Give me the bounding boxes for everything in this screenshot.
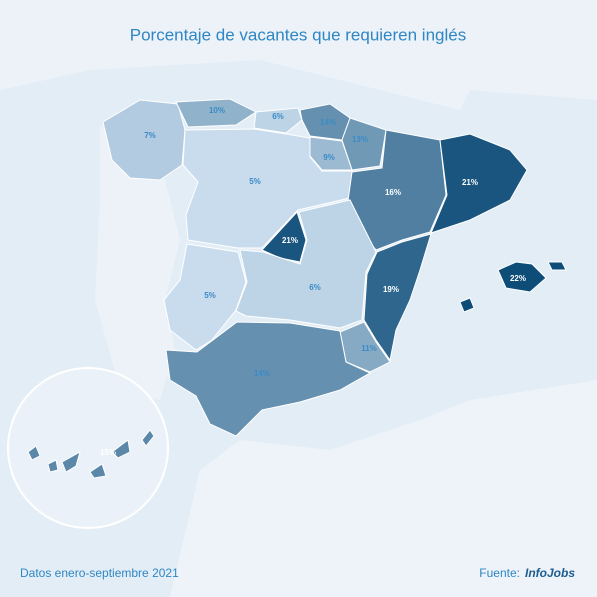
region (163, 243, 247, 351)
region-label: 7% (144, 131, 156, 140)
region (175, 98, 258, 128)
region-label: 5% (204, 291, 216, 300)
region-label: 13% (352, 135, 368, 144)
region-label: 16% (385, 188, 401, 197)
land-background (0, 0, 597, 110)
source: InfoJobs (525, 566, 575, 580)
region-label: 9% (323, 153, 335, 162)
region (27, 429, 155, 479)
region (363, 233, 432, 362)
footer-note: Datos enero-septiembre 2021 (20, 566, 179, 580)
region-label: 14% (320, 118, 336, 127)
region (261, 211, 307, 263)
region-label: 10% (209, 106, 225, 115)
source-label: Fuente: (479, 566, 520, 580)
region-label: 14% (254, 369, 270, 378)
title: Porcentaje de vacantes que requieren ing… (130, 25, 466, 44)
africa (170, 380, 597, 597)
canarias-inset (7, 367, 169, 529)
regions: 7% 10% 6% 14% 13% 9% 5% 16% 21% 21% 5% 6% 19% 22% 11% 1… (27, 98, 567, 479)
region (182, 128, 353, 249)
region-label: 19% (383, 285, 399, 294)
region-label: 21% (462, 178, 478, 187)
region (253, 107, 303, 134)
region-label: 22% (510, 274, 526, 283)
region-label: 15% (100, 448, 116, 457)
region (102, 99, 186, 181)
region-label: 21% (282, 236, 298, 245)
region (459, 261, 567, 313)
portugal (95, 125, 180, 400)
region (165, 321, 372, 437)
region (235, 199, 377, 329)
region-label: 6% (309, 283, 321, 292)
region (341, 117, 387, 171)
region (430, 133, 528, 234)
region-label: 5% (249, 177, 261, 186)
region-label: 6% (272, 112, 284, 121)
region-label: 11% (361, 344, 377, 353)
